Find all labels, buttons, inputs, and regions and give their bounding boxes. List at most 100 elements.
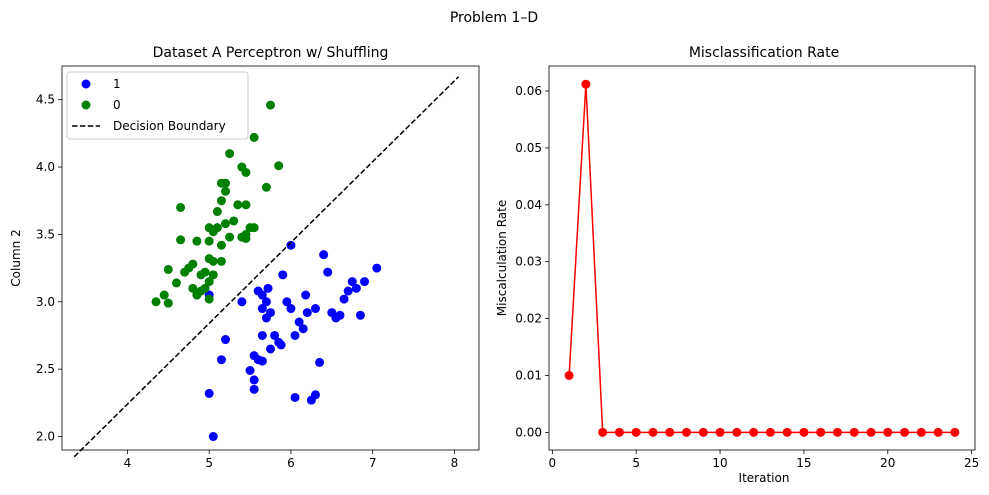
line-chart: Misclassification Rate Iteration Miscalc… bbox=[495, 45, 979, 485]
line-point bbox=[883, 427, 893, 437]
scatter-point-class-1 bbox=[278, 270, 288, 280]
scatter-point-class-0 bbox=[216, 256, 226, 266]
x-tick-label: 15 bbox=[796, 456, 811, 470]
scatter-point-class-1 bbox=[290, 330, 300, 340]
scatter-point-class-0 bbox=[216, 196, 226, 206]
line-point bbox=[950, 427, 960, 437]
legend-label-0: 0 bbox=[113, 98, 121, 112]
scatter-point-class-1 bbox=[335, 310, 345, 320]
line-point bbox=[614, 427, 624, 437]
line-point bbox=[732, 427, 742, 437]
scatter-point-class-0 bbox=[212, 207, 222, 217]
chart-title: Misclassification Rate bbox=[689, 45, 839, 61]
scatter-point-class-0 bbox=[229, 216, 239, 226]
line-point bbox=[631, 427, 641, 437]
scatter-point-class-0 bbox=[159, 290, 169, 300]
scatter-point-class-0 bbox=[171, 278, 181, 288]
x-tick-label: 8 bbox=[451, 456, 459, 470]
y-tick-label: 0.04 bbox=[515, 198, 542, 212]
scatter-point-class-0 bbox=[221, 186, 231, 196]
y-tick-label: 0.01 bbox=[515, 368, 542, 382]
scatter-point-class-1 bbox=[310, 390, 320, 400]
scatter-point-class-0 bbox=[225, 232, 235, 242]
scatter-point-class-1 bbox=[310, 304, 320, 314]
x-axis-label: Iteration bbox=[739, 471, 790, 485]
chart-title: Dataset A Perceptron w/ Shuffling bbox=[153, 45, 389, 61]
scatter-point-class-0 bbox=[151, 297, 161, 307]
scatter-point-class-1 bbox=[298, 324, 308, 334]
x-tick-label: 5 bbox=[632, 456, 640, 470]
scatter-point-class-0 bbox=[188, 259, 198, 269]
y-tick-label: 4.5 bbox=[36, 93, 55, 107]
scatter-point-class-0 bbox=[241, 167, 251, 177]
line-point bbox=[715, 427, 725, 437]
scatter-point-class-0 bbox=[204, 277, 214, 287]
scatter-point-class-0 bbox=[176, 202, 186, 212]
scatter-point-class-1 bbox=[237, 297, 247, 307]
scatter-point-class-1 bbox=[360, 277, 370, 287]
scatter-point-class-1 bbox=[319, 250, 329, 260]
scatter-chart: Dataset A Perceptron w/ Shuffling Column… bbox=[9, 45, 480, 470]
scatter-point-class-0 bbox=[176, 235, 186, 245]
scatter-point-class-0 bbox=[196, 286, 206, 296]
scatter-point-class-1 bbox=[266, 308, 275, 318]
scatter-point-class-1 bbox=[261, 297, 271, 307]
figure-title: Problem 1–D bbox=[450, 10, 538, 26]
scatter-point-class-0 bbox=[208, 270, 218, 280]
x-tick-label: 10 bbox=[712, 456, 727, 470]
scatter-point-class-0 bbox=[163, 298, 173, 308]
scatter-point-class-1 bbox=[216, 355, 226, 365]
legend-label-1: 1 bbox=[113, 77, 121, 91]
line-point bbox=[765, 427, 775, 437]
line-point bbox=[816, 427, 826, 437]
scatter-point-class-0 bbox=[212, 223, 222, 233]
line-point bbox=[648, 427, 658, 437]
x-tick-label: 0 bbox=[549, 456, 557, 470]
scatter-point-class-1 bbox=[351, 283, 361, 293]
y-tick-label: 2.0 bbox=[36, 430, 55, 444]
line-point bbox=[698, 427, 708, 437]
scatter-point-class-1 bbox=[286, 240, 296, 250]
scatter-point-class-1 bbox=[257, 330, 267, 340]
line-point bbox=[598, 427, 608, 437]
scatter-point-class-1 bbox=[263, 283, 273, 293]
line-point bbox=[665, 427, 675, 437]
y-tick-label: 2.5 bbox=[36, 362, 55, 376]
plot-frame bbox=[548, 65, 976, 451]
scatter-point-class-0 bbox=[204, 223, 214, 233]
scatter-point-class-0 bbox=[216, 178, 226, 188]
y-tick-label: 0.02 bbox=[515, 312, 542, 326]
scatter-point-class-0 bbox=[249, 223, 259, 233]
scatter-point-class-1 bbox=[249, 384, 259, 394]
y-tick-label: 0.03 bbox=[515, 255, 542, 269]
x-tick-label: 4 bbox=[124, 456, 132, 470]
scatter-point-class-1 bbox=[266, 344, 275, 354]
scatter-point-class-1 bbox=[249, 375, 259, 385]
scatter-point-class-1 bbox=[257, 356, 267, 366]
scatter-point-class-1 bbox=[301, 290, 311, 300]
line-point bbox=[933, 427, 943, 437]
scatter-point-class-0 bbox=[241, 229, 251, 239]
scatter-point-class-0 bbox=[204, 294, 214, 304]
scatter-point-class-0 bbox=[241, 200, 251, 210]
scatter-point-class-1 bbox=[323, 267, 333, 277]
scatter-point-class-0 bbox=[216, 240, 226, 250]
scatter-point-class-1 bbox=[208, 432, 218, 442]
scatter-point-class-0 bbox=[221, 219, 231, 229]
scatter-point-class-1 bbox=[257, 304, 267, 314]
decision-boundary-line bbox=[73, 76, 460, 458]
scatter-point-class-1 bbox=[245, 366, 255, 376]
scatter-point-class-1 bbox=[339, 294, 349, 304]
line-point bbox=[749, 427, 759, 437]
scatter-point-class-1 bbox=[276, 340, 286, 350]
y-tick-label: 3.0 bbox=[36, 295, 55, 309]
series-line bbox=[568, 84, 955, 434]
y-tick-label: 0.06 bbox=[515, 84, 542, 98]
line-point bbox=[866, 427, 876, 437]
scatter-point-class-0 bbox=[188, 283, 198, 293]
line-point bbox=[799, 427, 809, 437]
legend: 1 0 Decision Boundary bbox=[66, 71, 249, 140]
line-point bbox=[782, 427, 792, 437]
scatter-point-class-1 bbox=[315, 357, 325, 367]
